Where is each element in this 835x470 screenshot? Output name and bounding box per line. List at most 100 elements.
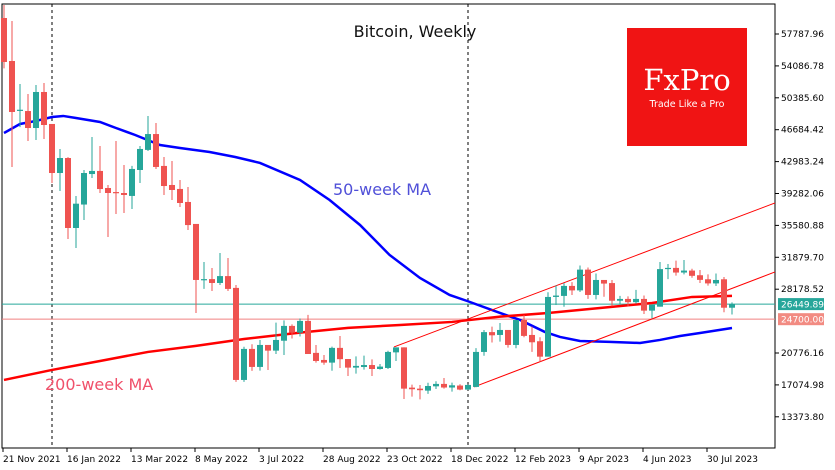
current-price-badge: 26449.89 [781,301,824,311]
candle-down [209,279,215,283]
candle-down [169,184,175,190]
x-tick-label: 28 Aug 2022 [323,455,381,465]
candle-up [89,170,95,175]
logo-brand: FxPro [643,63,730,97]
candle-down [641,298,647,311]
candle-up [481,332,487,352]
candle-up [201,279,207,281]
candle-up [593,279,599,295]
candle-up [617,298,623,301]
x-tick-label: 21 Nov 2021 [3,455,61,465]
y-tick-label: 57787.96 [781,30,824,40]
candle-up [649,304,655,311]
candle-up [681,270,687,273]
candle-down [177,188,183,203]
candle-down [441,383,447,388]
candle-up [633,298,639,303]
candle-up [217,276,223,283]
candle-up [545,296,551,357]
candle-down [585,269,591,295]
candle-down [537,341,543,357]
candle-down [337,347,343,360]
candle-down [705,279,711,284]
y-tick-label: 54086.78 [781,62,824,72]
candle-down [153,134,159,167]
channel-line-upper [393,202,776,348]
candle-down [1,18,7,62]
candle-down [369,365,375,369]
candle-up [17,109,23,111]
candle-down [505,329,511,345]
candle-up [465,384,471,390]
candle-down [161,165,167,187]
candle-down [417,388,423,391]
candle-up [657,269,663,307]
candle-down [721,279,727,308]
candle-up [241,348,247,380]
candle-up [425,385,431,391]
candle-down [49,123,55,174]
candle-up [561,285,567,296]
candle-up [385,351,391,368]
candle-down [409,387,415,390]
candle-down [9,60,15,112]
candle-up [73,203,79,228]
candle-up [393,347,399,353]
candle-down [697,275,703,280]
candle-down [193,223,199,280]
candle-up [497,329,503,335]
candle-down [185,201,191,226]
logo-tagline: Trade Like a Pro [649,99,725,110]
y-tick-label: 17074.98 [781,381,824,391]
x-tick-label: 12 Feb 2023 [515,455,571,465]
candle-down [41,91,47,125]
candle-down [113,192,119,194]
candle-up [297,320,303,333]
y-tick-label: 46684.42 [781,126,824,136]
candle-up [33,91,39,129]
y-tick-label: 13373.80 [781,413,824,423]
candle-up [129,168,135,196]
candle-up [473,351,479,387]
candle-down [25,111,31,129]
logo-background [627,28,747,146]
y-tick-label: 31879.70 [781,253,824,263]
candle-down [249,348,255,367]
candle-up [449,385,455,388]
candle-up [281,325,287,341]
candle-down [601,279,607,284]
candle-down [689,270,695,276]
candle-down [609,283,615,301]
candle-up [433,383,439,387]
candle-up [81,173,87,205]
current-price-badge-bg [778,298,824,311]
y-tick-label: 28178.52 [781,285,824,295]
x-tick-label: 23 Oct 2022 [387,455,443,465]
candle-down [121,193,127,195]
candle-down [529,334,535,343]
candle-up [513,319,519,345]
candle-down [313,352,319,361]
y-tick-label: 39282.06 [781,190,824,200]
level-badge: 24700.00 [781,316,824,326]
ma50-label: 50-week MA [333,180,431,199]
candle-down [105,188,111,194]
x-tick-label: 8 May 2022 [195,455,248,465]
candle-down [457,385,463,390]
fxpro-logo: FxPro Trade Like a Pro [627,28,747,146]
candle-up [353,365,359,368]
y-tick-label: 42983.24 [781,158,824,168]
candle-down [489,332,495,336]
candle-down [265,344,271,351]
candle-down [305,320,311,355]
candle-up [137,148,143,170]
x-tick-label: 13 Mar 2022 [131,455,188,465]
candle-down [345,359,351,368]
candle-down [569,285,575,291]
candle-up [377,366,383,369]
x-tick-label: 4 Jun 2023 [643,455,691,465]
level-badge-bg [778,313,824,326]
chart-title: Bitcoin, Weekly [354,22,477,41]
candle-down [97,170,103,190]
candle-down [225,276,231,289]
